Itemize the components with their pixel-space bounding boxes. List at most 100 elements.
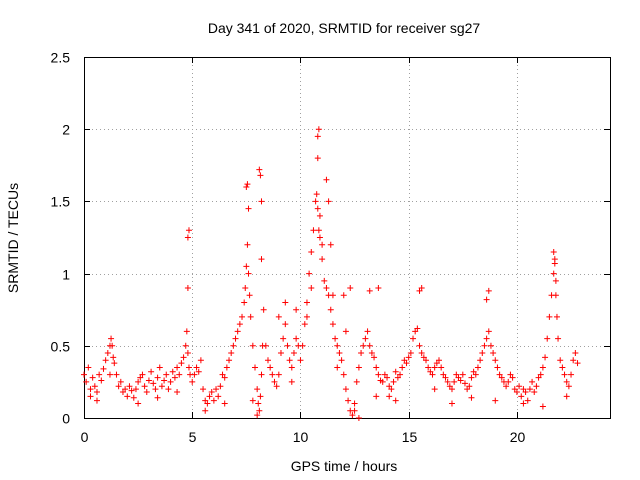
data-point bbox=[314, 155, 321, 162]
data-point bbox=[355, 364, 362, 371]
data-point bbox=[210, 397, 217, 404]
y-axis-label: SRMTID / TECUs bbox=[5, 183, 21, 293]
data-point bbox=[267, 364, 274, 371]
data-point bbox=[303, 313, 310, 320]
data-point bbox=[93, 389, 100, 396]
data-point bbox=[332, 335, 339, 342]
data-point bbox=[386, 393, 393, 400]
data-point bbox=[85, 364, 92, 371]
data-point bbox=[226, 357, 233, 364]
data-point bbox=[252, 364, 259, 371]
data-point bbox=[351, 400, 358, 407]
data-point bbox=[388, 386, 395, 393]
data-point bbox=[405, 354, 412, 361]
data-point bbox=[215, 393, 222, 400]
data-point bbox=[232, 335, 239, 342]
data-point bbox=[336, 350, 343, 357]
data-point bbox=[338, 357, 345, 364]
data-point bbox=[154, 394, 161, 401]
data-point bbox=[505, 378, 512, 385]
data-point bbox=[444, 378, 451, 385]
data-point bbox=[249, 397, 256, 404]
data-point bbox=[524, 397, 531, 404]
data-point bbox=[191, 371, 198, 378]
data-point bbox=[494, 364, 501, 371]
data-point bbox=[204, 400, 211, 407]
data-point bbox=[83, 378, 90, 385]
data-point bbox=[176, 371, 183, 378]
data-point bbox=[565, 383, 572, 390]
data-point bbox=[247, 313, 254, 320]
data-point bbox=[152, 386, 159, 393]
data-point bbox=[132, 386, 139, 393]
data-point bbox=[213, 386, 220, 393]
data-point bbox=[273, 383, 280, 390]
data-point bbox=[373, 364, 380, 371]
data-point bbox=[246, 292, 253, 299]
data-point bbox=[217, 383, 224, 390]
data-point bbox=[403, 360, 410, 367]
data-point bbox=[481, 342, 488, 349]
marker-layer bbox=[81, 126, 581, 421]
data-point bbox=[104, 350, 111, 357]
data-point bbox=[474, 364, 481, 371]
data-point bbox=[148, 368, 155, 375]
data-point bbox=[468, 394, 475, 401]
data-point bbox=[423, 357, 430, 364]
data-point bbox=[340, 371, 347, 378]
data-point bbox=[487, 342, 494, 349]
data-point bbox=[264, 357, 271, 364]
data-point bbox=[310, 227, 317, 234]
tick-layer: 0 0.5 1 1.5 2 2.5 0 5 10 15 20 bbox=[51, 50, 610, 445]
data-point bbox=[483, 335, 490, 342]
data-point bbox=[516, 383, 523, 390]
data-point bbox=[533, 383, 540, 390]
plot-frame bbox=[84, 57, 611, 419]
data-point bbox=[221, 400, 228, 407]
data-point bbox=[323, 285, 330, 292]
data-point bbox=[362, 335, 369, 342]
data-point bbox=[574, 360, 581, 367]
grid-layer bbox=[84, 57, 610, 418]
data-point bbox=[410, 335, 417, 342]
data-point bbox=[234, 328, 241, 335]
data-point bbox=[87, 393, 94, 400]
data-point bbox=[113, 371, 120, 378]
data-point bbox=[221, 374, 228, 381]
data-point bbox=[254, 386, 261, 393]
data-point bbox=[498, 374, 505, 381]
data-point bbox=[242, 285, 249, 292]
data-point bbox=[485, 287, 492, 294]
data-point bbox=[321, 277, 328, 284]
data-point bbox=[87, 386, 94, 393]
data-point bbox=[435, 357, 442, 364]
data-point bbox=[277, 350, 284, 357]
data-point bbox=[185, 364, 192, 371]
data-point bbox=[135, 400, 142, 407]
data-point bbox=[128, 387, 135, 394]
data-point bbox=[546, 313, 553, 320]
data-point bbox=[297, 357, 304, 364]
data-point bbox=[442, 374, 449, 381]
data-point bbox=[115, 383, 122, 390]
y-tick-label: 0.5 bbox=[51, 339, 71, 355]
y-tick-label: 2 bbox=[62, 122, 70, 138]
data-point bbox=[466, 383, 473, 390]
data-point bbox=[185, 227, 192, 234]
data-point bbox=[479, 350, 486, 357]
data-point bbox=[243, 263, 250, 270]
data-point bbox=[282, 321, 289, 328]
data-point bbox=[329, 292, 336, 299]
data-point bbox=[130, 394, 137, 401]
data-point bbox=[366, 342, 373, 349]
data-point bbox=[492, 357, 499, 364]
data-point bbox=[154, 374, 161, 381]
data-point bbox=[293, 335, 300, 342]
data-point bbox=[340, 292, 347, 299]
data-point bbox=[169, 368, 176, 375]
data-point bbox=[174, 389, 181, 396]
data-point bbox=[570, 357, 577, 364]
data-point bbox=[124, 393, 131, 400]
y-tick-label: 2.5 bbox=[51, 50, 71, 66]
